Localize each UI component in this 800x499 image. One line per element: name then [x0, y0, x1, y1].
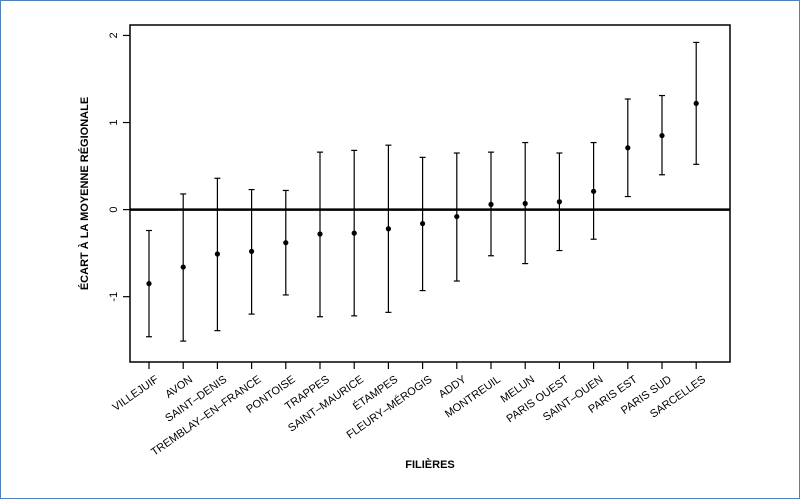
data-point [180, 264, 186, 270]
data-point [214, 251, 220, 257]
y-axis-title: ÉCART À LA MOYENNE RÉGIONALE [78, 97, 91, 290]
data-point [693, 100, 699, 106]
data-point [454, 213, 460, 220]
data-point [625, 145, 631, 151]
data-point [488, 201, 494, 207]
data-point [522, 200, 528, 207]
y-tick-label: 2 [108, 32, 120, 38]
data-point [420, 220, 426, 227]
x-axis-title: FILIÈRES [405, 458, 455, 471]
data-point [385, 226, 391, 232]
data-point [317, 231, 323, 237]
data-point [146, 281, 152, 287]
data-point [556, 199, 563, 205]
y-tick-label: 0 [108, 207, 120, 213]
plot-area-frame [129, 24, 731, 363]
data-point [249, 248, 255, 255]
x-tick-label: VILLEJUIF [110, 373, 161, 413]
data-point [659, 132, 665, 139]
y-tick-label: -1 [108, 292, 120, 302]
data-point [591, 188, 597, 194]
y-tick-label: 1 [108, 119, 120, 125]
data-point [351, 230, 357, 236]
data-point [283, 240, 289, 246]
